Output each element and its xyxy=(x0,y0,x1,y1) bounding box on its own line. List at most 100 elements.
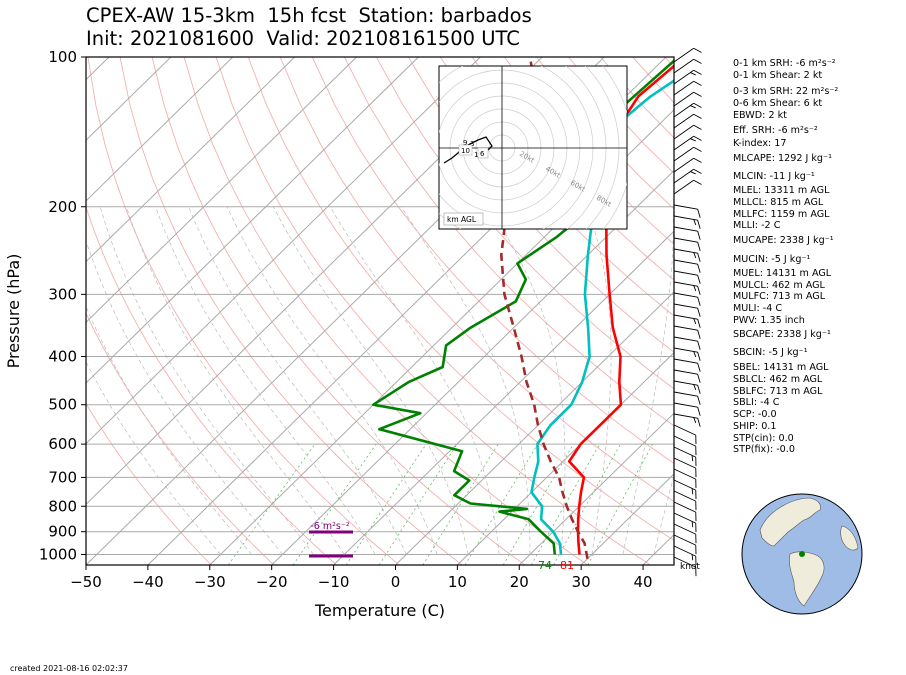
moist-adiabat xyxy=(622,206,674,555)
y-tick-label: 300 xyxy=(48,285,77,303)
chart-title-line1: CPEX-AW 15-3km 15h fcst Station: barbado… xyxy=(86,4,532,27)
wind-barb xyxy=(673,380,701,394)
moist-adiabat xyxy=(226,206,438,555)
wind-barb xyxy=(673,435,697,456)
index-srh03: 0-3 km SRH: 22 m²s⁻² xyxy=(733,86,839,97)
location-globe-map xyxy=(741,493,863,615)
index-mlcin: MLCIN: -11 J kg⁻¹ xyxy=(733,171,815,182)
south-america-landmass xyxy=(789,551,825,607)
isotherm xyxy=(271,169,674,565)
wind-barb xyxy=(673,402,701,416)
index-sbcape: SBCAPE: 2338 J kg⁻¹ xyxy=(733,329,831,340)
wind-barb xyxy=(673,457,697,478)
moist-adiabat xyxy=(125,206,345,555)
index-kindex: K-index: 17 xyxy=(733,138,787,149)
index-srh01: 0-1 km SRH: -6 m²s⁻² xyxy=(733,58,836,69)
wind-barb xyxy=(673,102,702,118)
mixing-ratio-line xyxy=(502,443,574,565)
wind-barb xyxy=(673,204,701,218)
dry-adiabat xyxy=(119,57,463,565)
dry-adiabat xyxy=(87,57,400,565)
moist-adiabat xyxy=(653,474,674,555)
wind-barbs xyxy=(673,47,702,577)
dry-adiabat xyxy=(279,57,674,503)
wind-barb xyxy=(673,490,697,511)
dry-adiabat xyxy=(375,57,674,390)
africa-landmass xyxy=(840,525,859,551)
north-america-landmass xyxy=(759,497,821,547)
wind-barb xyxy=(673,369,701,383)
index-stpfix: STP(fix): -0.0 xyxy=(733,444,795,455)
dry-adiabat xyxy=(86,312,275,565)
y-tick-label: 200 xyxy=(48,198,77,216)
hodo-height-label: 6 xyxy=(480,150,485,158)
index-pwv: PWV: 1.35 inch xyxy=(733,315,805,326)
hodo-height-label: 9 xyxy=(463,139,467,147)
wind-barb xyxy=(673,523,697,544)
x-tick-label: −10 xyxy=(318,573,350,591)
x-tick-label: −30 xyxy=(194,573,226,591)
index-mlel: MLEL: 13311 m AGL xyxy=(733,185,830,196)
index-sblcl: SBLCL: 462 m AGL xyxy=(733,374,823,385)
wind-barb xyxy=(673,157,702,173)
wetbulb-surface-label: 74 xyxy=(538,559,552,572)
isotherm xyxy=(580,473,674,565)
isotherm xyxy=(457,351,674,565)
station-marker xyxy=(799,551,805,557)
wind-barb xyxy=(673,336,701,350)
dry-adiabat xyxy=(215,57,651,565)
dry-adiabat xyxy=(86,402,212,565)
wind-barb xyxy=(673,391,701,405)
index-muli: MULI: -4 C xyxy=(733,303,783,314)
isotherm xyxy=(86,57,357,323)
hodograph-inset: 20kt 40kt 60kt 80kt 9 3 10 1 6 km AGL xyxy=(438,65,628,230)
isotherm xyxy=(86,57,481,445)
wind-barb xyxy=(673,314,701,328)
wind-barb xyxy=(673,303,701,317)
x-tick-label: 10 xyxy=(448,573,467,591)
dry-adiabat xyxy=(151,57,526,565)
wind-barb xyxy=(673,80,702,96)
wind-barb xyxy=(673,358,701,372)
hodo-legend: km AGL xyxy=(447,215,477,224)
chart-title-line2: Init: 2021081600 Valid: 202108161500 UTC xyxy=(86,27,520,50)
knot-label: knot xyxy=(680,562,700,572)
wind-barb xyxy=(673,124,702,140)
index-ebwd: EBWD: 2 kt xyxy=(733,110,787,121)
dry-adiabat xyxy=(86,205,337,565)
dry-adiabat xyxy=(440,57,674,317)
moist-adiabat xyxy=(400,206,531,555)
wind-barb xyxy=(673,468,697,489)
y-tick-label: 1000 xyxy=(39,545,77,563)
isotherm xyxy=(333,230,674,565)
index-sblfc: SBLFC: 713 m AGL xyxy=(733,386,823,397)
hodograph-trace xyxy=(443,136,493,164)
x-tick-label: −50 xyxy=(70,573,102,591)
index-stpcin: STP(cin): 0.0 xyxy=(733,433,794,444)
wind-barb xyxy=(673,413,701,427)
wind-barb xyxy=(673,113,702,129)
x-tick-label: 0 xyxy=(391,573,401,591)
isotherm xyxy=(86,57,234,202)
dry-adiabat xyxy=(343,57,674,427)
mixing-ratio-line xyxy=(292,443,377,565)
wind-barb xyxy=(673,292,701,306)
index-sbel: SBEL: 14131 m AGL xyxy=(733,362,829,373)
index-mucin: MUCIN: -5 J kg⁻¹ xyxy=(733,254,811,265)
skewt-background-lines xyxy=(86,57,674,565)
mixing-ratio-line xyxy=(553,443,621,565)
wind-barb xyxy=(673,545,697,566)
hodo-height-label: 3 xyxy=(470,140,474,148)
x-tick-label: 30 xyxy=(572,573,591,591)
index-ship: SHIP: 0.1 xyxy=(733,421,777,432)
y-tick-label: 600 xyxy=(48,435,77,453)
wind-barb xyxy=(673,534,697,555)
hodo-height-label: 10 xyxy=(461,147,470,155)
index-effsrh: Eff. SRH: -6 m²s⁻² xyxy=(733,125,818,136)
wind-barb xyxy=(673,91,702,107)
mixing-ratio-line xyxy=(464,443,539,565)
x-tick-label: 40 xyxy=(634,573,653,591)
index-mulcl: MULCL: 462 m AGL xyxy=(733,280,825,291)
x-tick-label: −40 xyxy=(132,573,164,591)
